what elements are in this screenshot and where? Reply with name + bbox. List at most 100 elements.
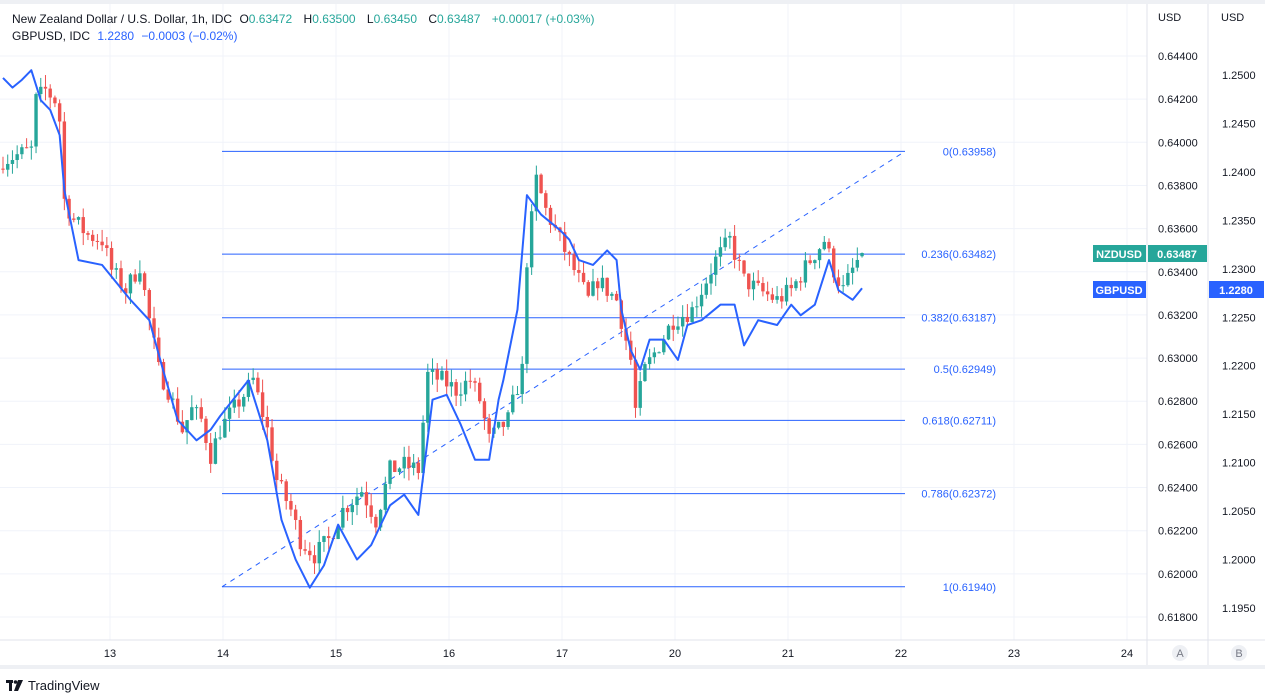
open-label: O (239, 12, 249, 26)
nzdusd-symbol-tag (1093, 245, 1146, 262)
fibonacci-retracement[interactable]: 0(0.63958) 0.236(0.63482) 0.382(0.63187) 0.… (221, 146, 996, 594)
candle-body (652, 352, 657, 358)
candle-body (444, 370, 449, 387)
candle-body (572, 254, 576, 271)
compare-series-legend[interactable]: GBPUSD, IDC 1.2280 −0.0003 (−0.02%) (12, 29, 241, 43)
svg-text:B: B (1235, 648, 1242, 660)
candle-body (326, 536, 331, 539)
candle-body (765, 291, 770, 295)
candle-body (133, 274, 137, 282)
candle-body (478, 382, 482, 402)
candle-body (251, 377, 255, 381)
candle-body (827, 241, 831, 249)
price-axis-nzdusd[interactable]: USD 0.64400 0.64200 0.64000 0.63800 0.63600 0… (1158, 12, 1198, 624)
candle-body (407, 456, 411, 468)
candle-body (459, 394, 463, 396)
candle-body (157, 337, 161, 363)
candle-body (20, 147, 24, 155)
candle-body (185, 420, 189, 433)
low-value: 0.63450 (373, 12, 417, 26)
candle-body (29, 146, 34, 148)
candle-body (548, 207, 553, 225)
price-tick-label: 0.63600 (1158, 224, 1198, 236)
candle-body (496, 421, 501, 428)
candle-body (336, 527, 340, 539)
candle-body (374, 516, 378, 528)
candle-body (798, 281, 803, 283)
candle-body (728, 235, 732, 238)
candle-body (567, 251, 572, 255)
candle-body (303, 549, 307, 551)
candle-body (803, 260, 808, 283)
compare-tick-label: 1.2150 (1222, 409, 1256, 421)
candle-body (732, 235, 737, 260)
grid (0, 4, 1147, 640)
candle-body (832, 248, 836, 278)
fib-level-label: 0.618(0.62711) (922, 415, 996, 427)
fib-level-label: 1(0.61940) (943, 582, 996, 594)
candle-body (704, 283, 708, 295)
candle-body (676, 326, 680, 330)
axis-currency: USD (1221, 12, 1244, 24)
candle-body (360, 492, 364, 497)
candle-body (600, 277, 605, 289)
scale-a-button[interactable]: A (1172, 645, 1188, 661)
candle-body (586, 282, 590, 296)
scale-b-button[interactable]: B (1231, 645, 1247, 661)
candle-body (100, 241, 104, 246)
candle-body (138, 273, 142, 282)
candle-body (119, 268, 123, 289)
gbpusd-symbol-text: GBPUSD (1095, 285, 1142, 297)
candle-body (850, 267, 855, 273)
time-tick-label: 13 (104, 648, 116, 660)
main-series-legend[interactable]: New Zealand Dollar / U.S. Dollar, 1h, ID… (12, 12, 599, 26)
nzdusd-price-text: 0.63487 (1157, 249, 1197, 261)
price-axis-gbpusd[interactable]: USD 1.2500 1.2450 1.2400 1.2350 1.2300 1.2250… (1221, 12, 1256, 615)
price-tick-label: 0.64000 (1158, 137, 1198, 149)
candle-body (742, 260, 746, 274)
candle-body (440, 370, 444, 380)
price-tick-label: 0.64200 (1158, 94, 1198, 106)
candle-body (10, 160, 15, 164)
candle-body (577, 270, 581, 273)
nzdusd-candles (1, 75, 864, 574)
time-axis[interactable]: 13 14 15 16 17 20 21 22 23 24 (104, 648, 1133, 660)
candle-body (747, 273, 751, 290)
compare-tick-label: 1.2000 (1222, 555, 1256, 567)
candle-body (624, 328, 628, 341)
candle-body (223, 418, 227, 438)
time-tick-label: 15 (330, 648, 342, 660)
candle-body (383, 483, 388, 510)
candle-body (534, 174, 539, 212)
candle-body (298, 519, 303, 550)
candle-body (836, 277, 841, 286)
gbpusd-line (2, 69, 863, 589)
candle-body (124, 288, 128, 294)
brand-name: TradingView (28, 678, 100, 693)
candle-body (544, 193, 548, 208)
candle-body (539, 174, 543, 194)
candle-body (529, 211, 534, 268)
candle-body (147, 290, 152, 319)
price-tick-label: 0.63800 (1158, 180, 1198, 192)
candle-body (562, 232, 567, 252)
candle-body (473, 381, 477, 383)
candle-body (43, 86, 48, 89)
candle-body (194, 407, 199, 409)
candle-body (152, 318, 156, 338)
nzdusd-price-tag (1148, 245, 1207, 262)
candle-body (591, 281, 595, 296)
candle-body (411, 462, 416, 468)
candle-body (525, 267, 529, 364)
candle-body (171, 398, 175, 400)
price-chart[interactable]: 0(0.63958) 0.236(0.63482) 0.382(0.63187) 0.… (0, 4, 1265, 665)
candle-body (105, 245, 109, 248)
tradingview-logo[interactable]: TradingView (6, 678, 100, 693)
candle-body (638, 381, 642, 408)
compare-tick-label: 1.2400 (1222, 167, 1256, 179)
gbpusd-symbol-tag (1093, 281, 1146, 298)
time-tick-label: 16 (443, 648, 455, 660)
candle-body (614, 293, 619, 301)
candle-body (657, 352, 661, 354)
candle-body (218, 437, 222, 439)
